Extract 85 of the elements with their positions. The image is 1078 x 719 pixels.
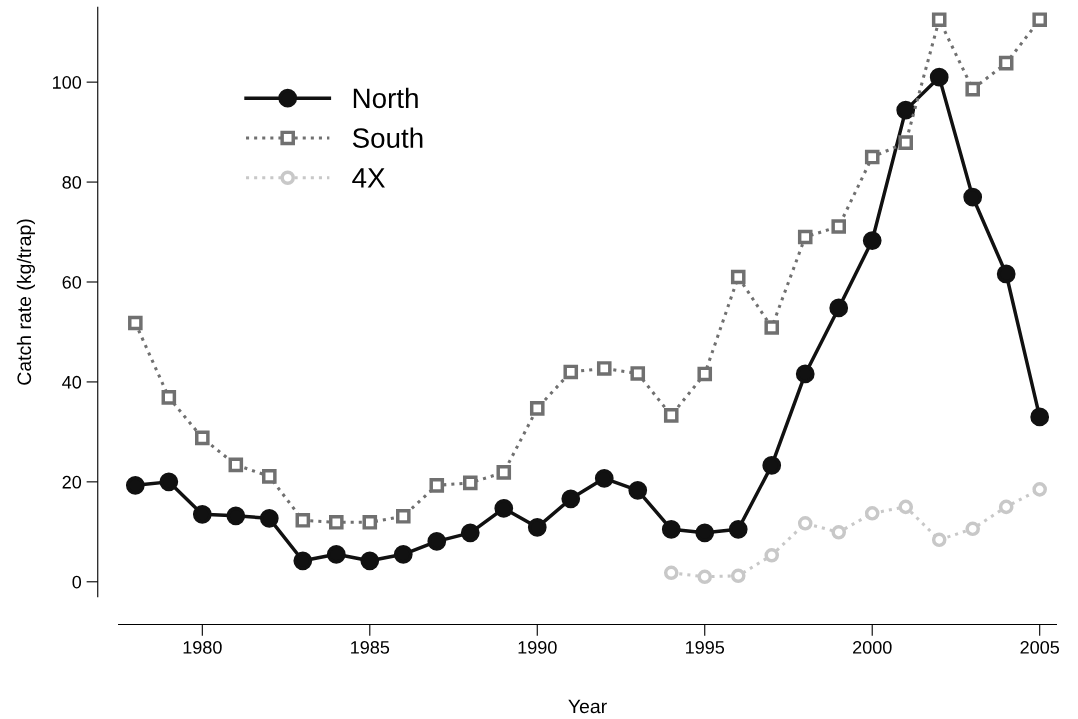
point [730,269,746,285]
point [293,551,313,571]
point [829,298,849,318]
point [663,408,679,423]
y-tick-label: 0 [72,575,82,589]
point [929,67,949,87]
point [228,457,244,473]
point [360,551,380,571]
point [460,523,480,543]
point [762,455,782,475]
point [996,264,1016,284]
point [529,401,545,416]
point [427,531,447,551]
point [161,390,177,405]
point [295,513,311,528]
legend-label: 4X [352,168,385,188]
point [259,508,279,528]
point [563,364,579,380]
point [898,135,914,150]
point [1032,482,1047,497]
point [527,517,547,537]
point [831,525,847,540]
point [496,465,512,480]
point [628,480,648,500]
point [931,12,947,27]
point [864,506,880,521]
point [226,506,246,526]
point [695,523,715,543]
point [630,366,646,381]
point [764,320,780,335]
point [462,475,478,491]
point [797,516,813,531]
x-tick-label: 2000 [853,641,892,654]
point [195,430,210,446]
point [797,229,813,245]
y-axis-title: Catch rate (kg/trap) [16,219,35,385]
point [963,187,983,207]
y-tick-label: 100 [53,76,82,89]
point [663,565,679,581]
point [561,489,581,509]
x-tick-label: 1995 [686,641,725,654]
point [326,544,346,564]
point [429,478,445,493]
point [697,366,713,382]
y-tick-label: 40 [62,375,82,389]
point [998,55,1014,71]
point [661,519,681,539]
point [965,521,980,537]
point [262,469,277,484]
point [795,364,815,384]
point [764,548,780,563]
point [329,515,344,530]
point [596,361,612,376]
point [192,504,212,524]
x-tick-label: 1985 [351,641,390,654]
point [697,569,713,585]
point [393,544,413,564]
legend-label: North [353,87,418,109]
point [896,100,916,120]
point [1032,12,1047,27]
x-tick-label: 1990 [518,641,557,654]
x-tick-label: 1980 [183,641,222,654]
point [998,499,1014,515]
point [128,315,143,331]
point [864,149,880,165]
point [728,519,748,539]
y-tick-label: 60 [62,275,82,289]
point [494,498,514,518]
y-tick-label: 20 [62,475,82,489]
point [395,509,411,524]
point [1030,407,1050,427]
point [831,219,847,234]
point [159,472,179,492]
x-tick-label: 2005 [1020,641,1060,654]
point [594,468,614,488]
point [965,81,980,97]
point [898,499,914,515]
point [125,475,145,495]
point [730,568,746,584]
point [862,231,882,250]
x-axis-title: Year [568,699,607,714]
legend-label: South [352,127,423,148]
point [931,532,947,548]
point [362,515,378,530]
y-tick-label: 80 [62,176,82,189]
